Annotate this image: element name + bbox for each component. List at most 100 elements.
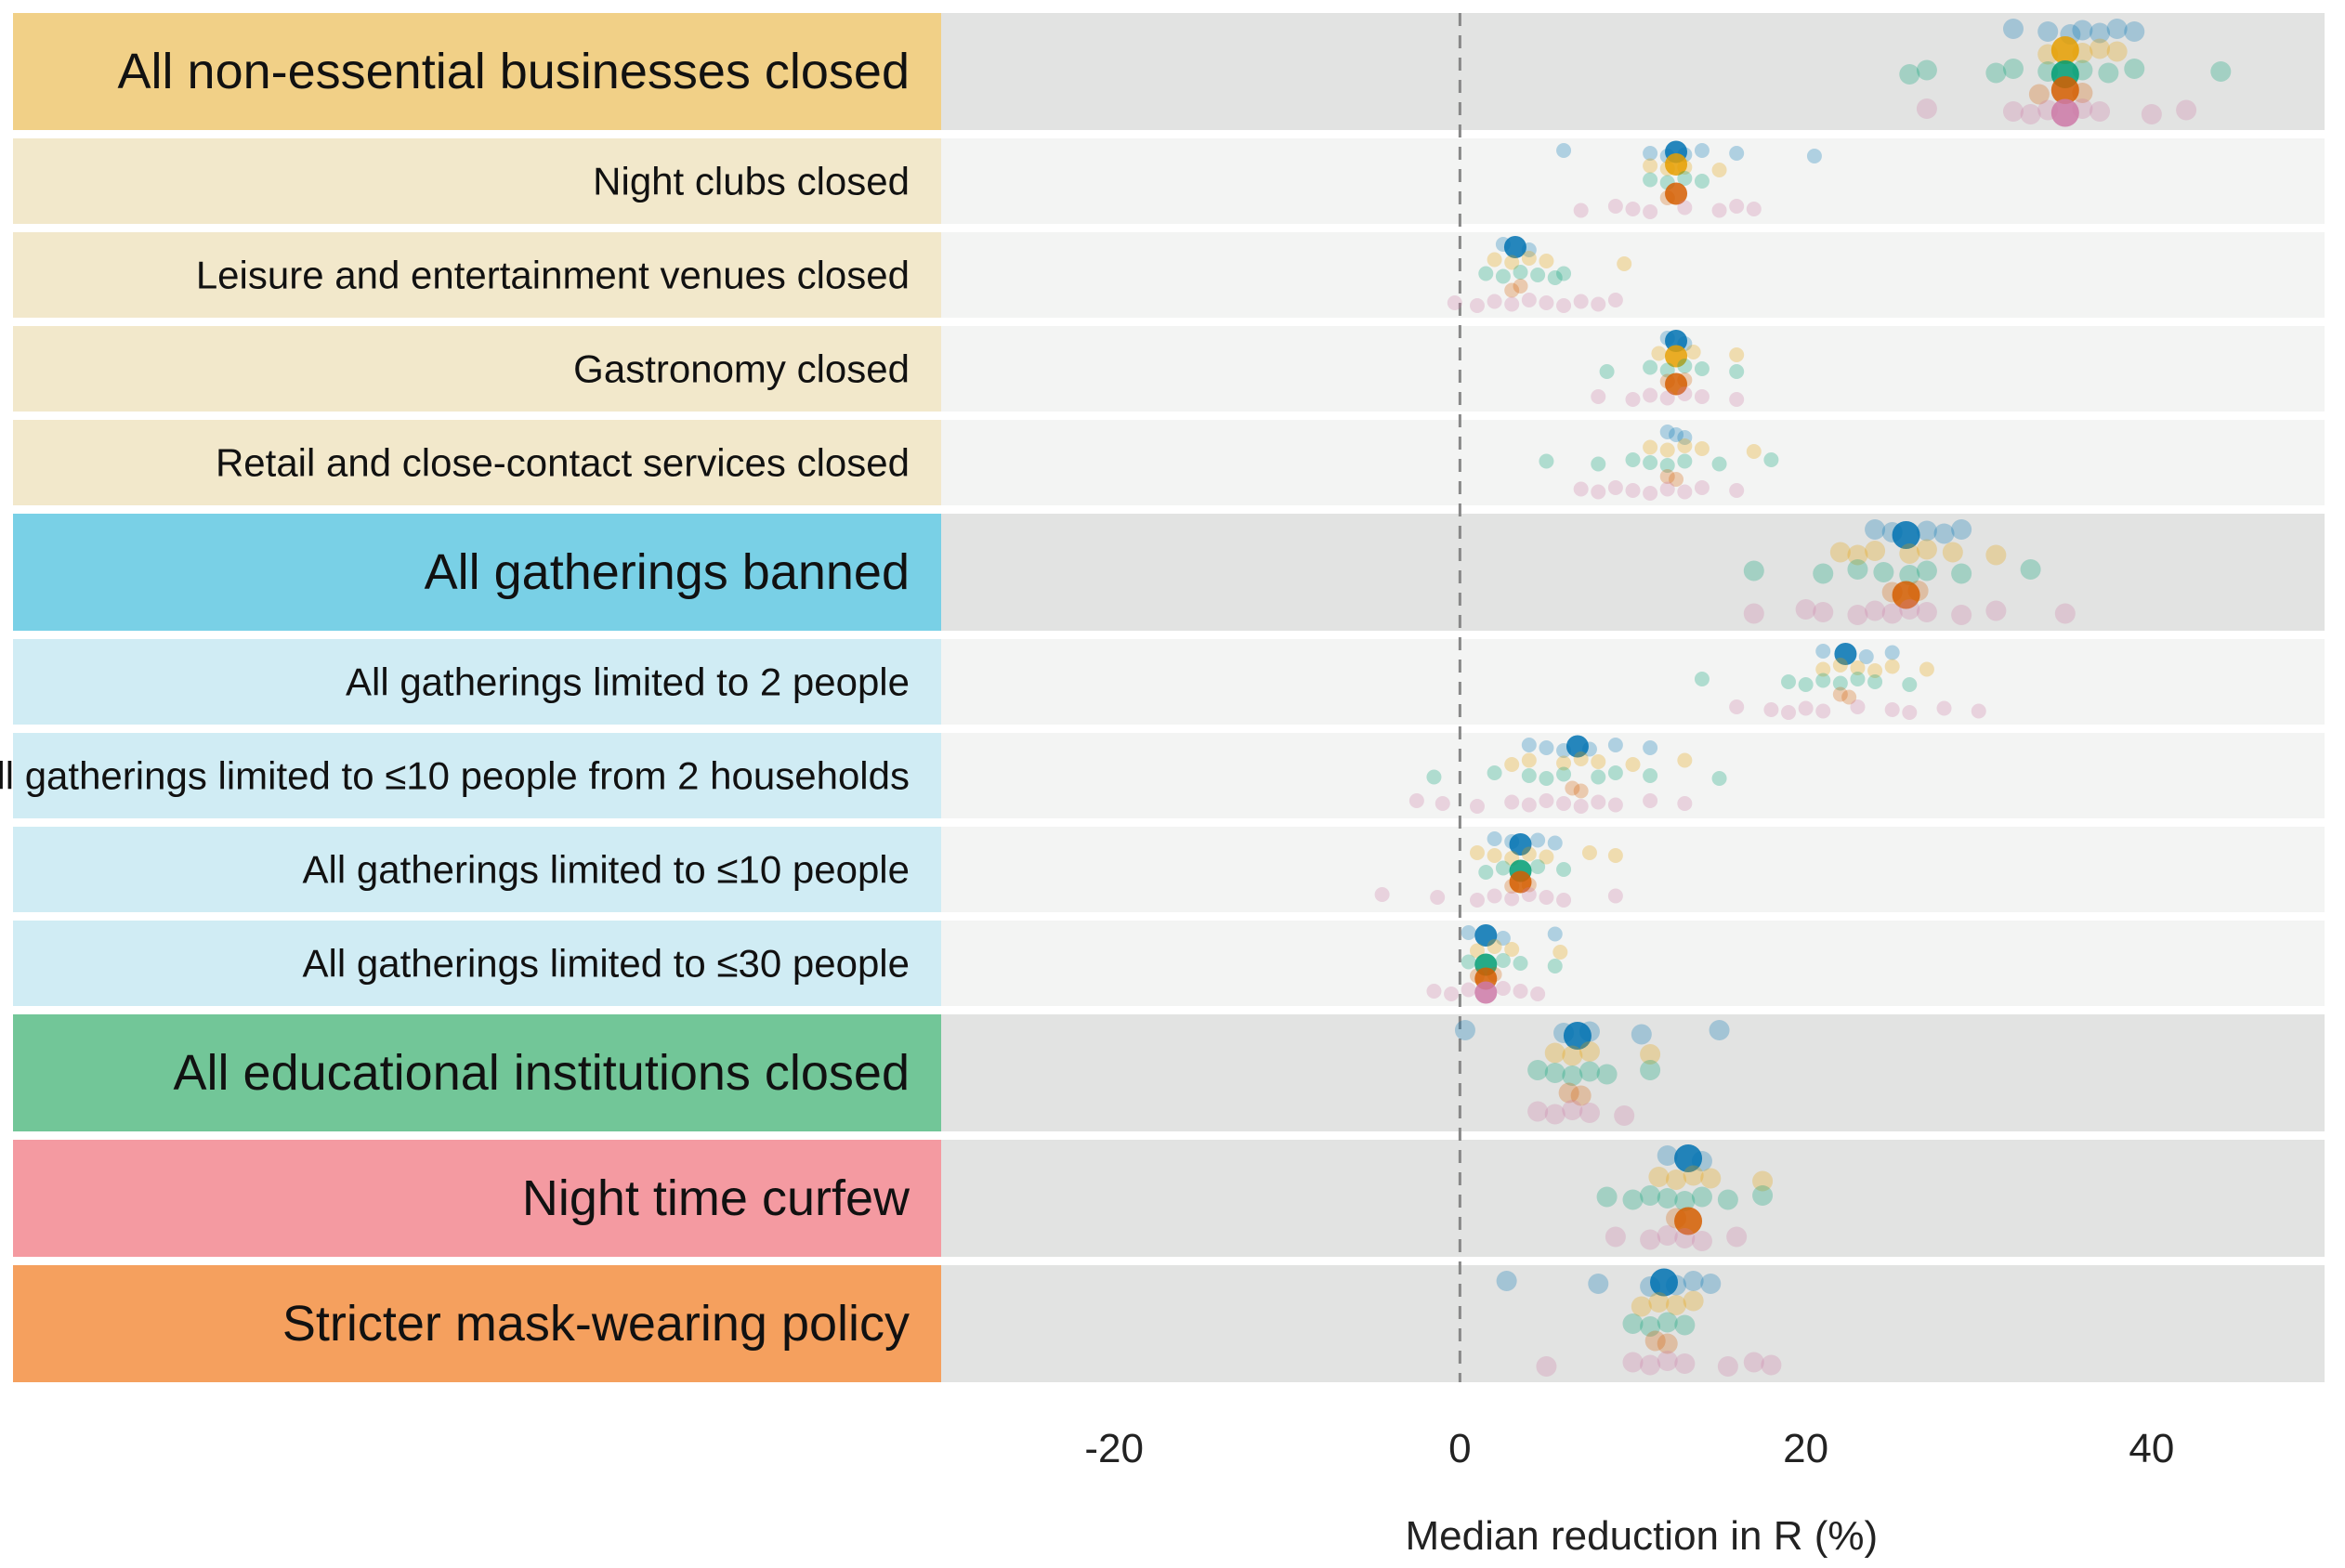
row-band	[941, 827, 2325, 912]
data-point	[1539, 890, 1554, 905]
data-point	[1657, 1351, 1678, 1371]
data-point	[1487, 848, 1502, 863]
row-label-box	[13, 733, 941, 818]
data-point	[2124, 59, 2145, 79]
data-point	[1873, 562, 1894, 582]
data-point	[1521, 293, 1537, 307]
data-point	[1815, 644, 1831, 659]
data-point	[1495, 860, 1511, 876]
data-point	[1674, 1353, 1696, 1374]
data-point	[1591, 296, 1606, 312]
row-label-box	[13, 827, 941, 912]
row-band	[941, 420, 2325, 505]
data-point	[1591, 794, 1606, 810]
data-point	[1556, 862, 1572, 877]
data-point	[1657, 1145, 1678, 1166]
data-point	[1665, 153, 1688, 176]
data-point	[1665, 182, 1688, 205]
data-point	[1643, 158, 1658, 174]
data-point	[2141, 104, 2162, 124]
data-point	[1677, 796, 1693, 811]
row-band	[941, 921, 2325, 1006]
data-point	[1640, 1044, 1661, 1065]
data-point	[1916, 560, 1937, 581]
data-point	[1435, 796, 1450, 811]
data-point	[1729, 483, 1745, 498]
data-point	[1547, 959, 1563, 973]
data-point	[1614, 1105, 1635, 1126]
data-point	[1743, 560, 1764, 581]
data-point	[1711, 771, 1727, 786]
data-point	[1746, 202, 1762, 216]
data-point	[2002, 101, 2024, 122]
data-point	[1487, 888, 1502, 904]
data-point	[1605, 1226, 1626, 1248]
data-point	[1951, 519, 1972, 540]
data-point	[1674, 1191, 1696, 1211]
data-point	[1547, 926, 1563, 942]
data-point	[1596, 1064, 1618, 1085]
data-point	[1527, 1060, 1549, 1080]
data-point	[1599, 364, 1615, 379]
data-point	[2090, 22, 2111, 44]
data-point	[1513, 984, 1528, 999]
data-point	[1539, 453, 1554, 469]
data-point	[1547, 835, 1563, 851]
x-axis-title: Median reduction in R (%)	[1405, 1513, 1878, 1559]
data-point	[2072, 20, 2093, 41]
data-point	[1694, 143, 1710, 158]
data-point	[1674, 1228, 1696, 1248]
data-point	[1487, 967, 1502, 982]
data-point	[1694, 441, 1710, 456]
data-point	[1539, 254, 1554, 268]
data-point	[1850, 672, 1866, 686]
row-band	[941, 13, 2325, 130]
data-point	[1487, 252, 1502, 268]
data-point	[1841, 689, 1857, 705]
data-point	[1933, 523, 1955, 544]
data-point	[1552, 945, 1568, 960]
data-point	[1625, 483, 1641, 498]
data-point	[1951, 605, 1972, 625]
data-point	[1544, 1063, 1566, 1083]
data-point	[1752, 1185, 1774, 1206]
row-band	[941, 1265, 2325, 1382]
data-point	[1899, 543, 1920, 564]
data-point	[1666, 1274, 1687, 1296]
data-point	[1666, 1295, 1687, 1315]
row-header-label: Night time curfew	[522, 1170, 910, 1226]
row-label-box	[13, 514, 941, 631]
data-point	[1607, 480, 1623, 495]
data-point	[1607, 888, 1623, 904]
data-point	[1657, 1188, 1678, 1209]
data-point	[1504, 255, 1520, 270]
data-point	[1729, 392, 1745, 407]
row-header-label: All gatherings banned	[425, 544, 910, 600]
data-point	[2002, 59, 2024, 79]
data-point	[1798, 677, 1814, 692]
data-point	[1461, 982, 1476, 998]
data-point	[1573, 799, 1589, 814]
row-header-label: All educational institutions closed	[174, 1045, 910, 1101]
data-point	[1677, 438, 1693, 453]
data-point	[1374, 887, 1390, 902]
data-point	[1657, 1225, 1678, 1246]
data-point	[2098, 62, 2119, 84]
data-point	[1426, 769, 1442, 785]
data-point	[1487, 294, 1502, 309]
data-point	[1478, 865, 1494, 880]
data-point	[1847, 605, 1868, 625]
x-tick-label: 40	[2129, 1426, 2174, 1471]
data-point	[1781, 674, 1797, 689]
data-point	[1815, 673, 1831, 688]
data-point	[1643, 146, 1658, 161]
data-point	[1566, 735, 1589, 758]
data-point	[1651, 346, 1667, 361]
data-point	[1763, 702, 1779, 717]
data-point	[1899, 599, 1920, 620]
data-point	[2072, 43, 2093, 63]
data-point	[1746, 444, 1762, 459]
data-point	[1643, 486, 1658, 501]
data-point	[1683, 1165, 1704, 1186]
data-point	[1556, 755, 1572, 771]
